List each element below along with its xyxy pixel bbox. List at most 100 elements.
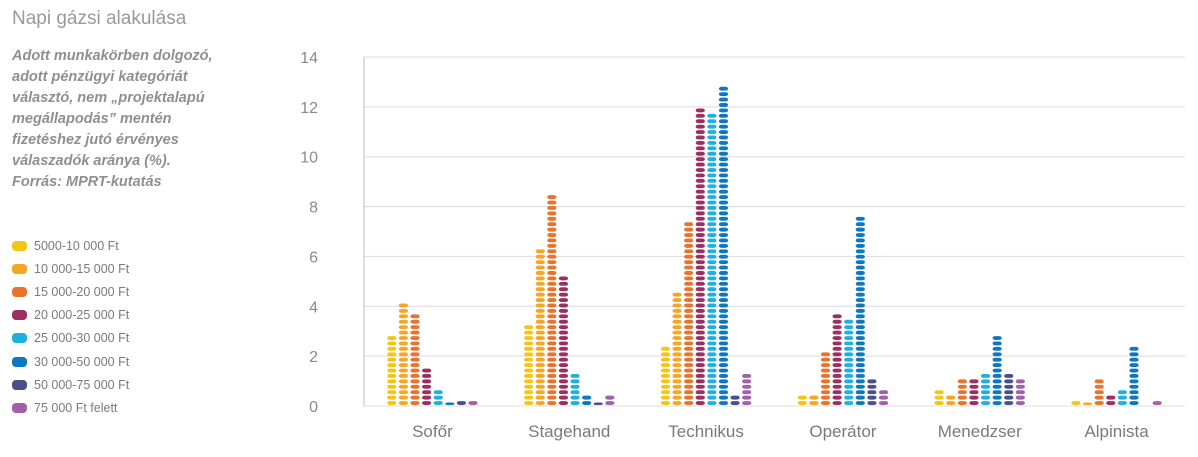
bar-segment (524, 401, 534, 405)
bar-segment (855, 357, 865, 362)
bar-segment (969, 384, 979, 389)
bar-segment (410, 368, 420, 373)
bar-segment (672, 308, 682, 313)
bar-segment (684, 276, 694, 281)
y-tick-label: 0 (309, 399, 318, 416)
bar (387, 336, 397, 405)
bar-segment (695, 211, 705, 216)
bar (433, 390, 443, 405)
bar-segment (387, 363, 397, 368)
bar-segment (695, 233, 705, 238)
bar-segment (832, 357, 842, 362)
bar-segment (855, 281, 865, 286)
bar-segment (695, 195, 705, 200)
bar-segment (695, 254, 705, 259)
bar-segment (535, 265, 545, 270)
bar-segment (695, 178, 705, 183)
bar-segment (844, 395, 854, 400)
bar-segment (707, 260, 717, 265)
bar-segment (582, 395, 592, 400)
bar-segment (605, 395, 615, 400)
bar-segment (1004, 401, 1014, 405)
bar (1082, 402, 1093, 405)
bar-segment (934, 395, 944, 400)
bar-segment (672, 298, 682, 303)
legend-label: 5000-10 000 Ft (34, 238, 119, 253)
bar-segment (707, 276, 717, 281)
bar-segment (718, 298, 729, 303)
bar-segment (547, 330, 557, 335)
x-category-label: Technikus (668, 422, 744, 441)
bar-segment (547, 287, 557, 292)
x-category-label: Menedzser (938, 422, 1022, 441)
bar-segment (547, 368, 557, 373)
bar-segment (718, 363, 729, 368)
bar-segment (398, 374, 409, 378)
bar-segment (1015, 395, 1025, 400)
bar-segment (718, 374, 729, 378)
bar-segment (707, 292, 717, 297)
legend-item: 30 000-50 000 Ft (12, 350, 129, 373)
bar-segment (855, 292, 865, 297)
bar-segment (695, 308, 705, 313)
bar (809, 395, 819, 405)
y-tick-label: 14 (300, 50, 318, 67)
bar-segment (547, 243, 557, 248)
bar-segment (867, 401, 877, 405)
bar-segment (684, 243, 694, 248)
bar-segment (730, 395, 740, 400)
bar (820, 352, 831, 405)
bar-segment (718, 368, 729, 373)
bar-segment (684, 330, 694, 335)
bar-segment (547, 357, 557, 362)
bar-segment (410, 379, 420, 384)
bar-segment (398, 325, 409, 330)
bar-segment (707, 178, 717, 183)
bar-segment (1094, 401, 1104, 405)
bar-segment (558, 384, 569, 389)
bar-segment (684, 233, 694, 238)
bar-segment (535, 249, 545, 254)
bar-segment (718, 401, 729, 405)
bar-segment (422, 401, 432, 405)
bar (707, 113, 717, 405)
bar-segment (422, 374, 432, 378)
bar-segment (707, 233, 717, 238)
bar-segment (695, 113, 705, 118)
bar-segment (672, 357, 682, 362)
bar-segment (547, 216, 557, 221)
bar-segment (558, 357, 569, 362)
bar-segment (1004, 384, 1014, 389)
bar-segment (855, 395, 865, 400)
bar-segment (387, 357, 397, 362)
bar-segment (535, 352, 545, 357)
bar (524, 325, 534, 405)
bar (946, 395, 956, 405)
bar-segment (558, 368, 569, 373)
bar-segment (695, 357, 705, 362)
bar-segment (387, 341, 397, 346)
bar-segment (695, 276, 705, 281)
bar-segment (398, 357, 409, 362)
bar-segment (695, 368, 705, 373)
bar-segment (1082, 402, 1093, 405)
bar-segment (855, 260, 865, 265)
bar-segment (855, 254, 865, 259)
bar-segment (707, 330, 717, 335)
bar-segment (718, 206, 729, 210)
bar-segment (957, 379, 967, 384)
bar-segment (535, 271, 545, 275)
bar-segment (410, 330, 420, 335)
bar-segment (718, 379, 729, 384)
bar-segment (558, 281, 569, 286)
bar-segment (558, 319, 569, 324)
bar-segment (593, 402, 603, 405)
bar-segment (684, 265, 694, 270)
bar-segment (547, 336, 557, 340)
bar-segment (855, 216, 865, 221)
bar-segment (718, 254, 729, 259)
bar-segment (855, 363, 865, 368)
bar-segment (1094, 390, 1104, 395)
bar-segment (718, 395, 729, 400)
bar-segment (707, 325, 717, 330)
